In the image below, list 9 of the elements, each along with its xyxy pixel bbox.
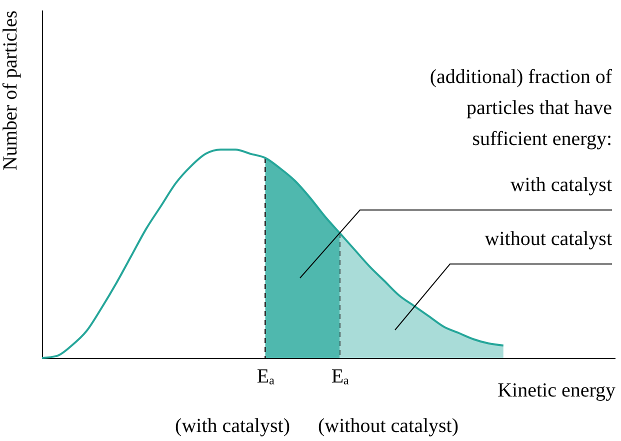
text: with catalyst <box>510 174 612 196</box>
x-tick-label: Eₐ <box>331 366 350 388</box>
x-tick-label: Eₐ <box>256 366 276 388</box>
y-axis-title: Number of particles <box>0 10 22 170</box>
x-axis-title: Kinetic energy <box>498 380 616 402</box>
text: (with catalyst) <box>175 415 290 437</box>
text: without catalyst <box>484 228 612 250</box>
annotation: (additional) fraction of particles that have sufficient energy: <box>430 66 612 150</box>
text: (without catalyst) <box>318 415 459 437</box>
